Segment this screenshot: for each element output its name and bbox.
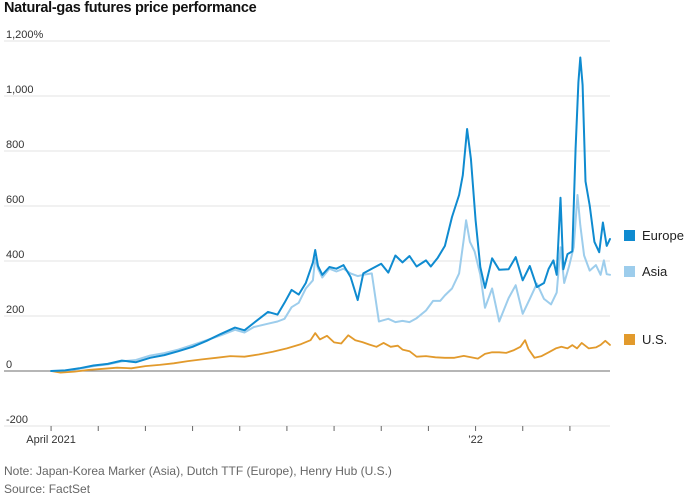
series-line-asia xyxy=(50,194,611,372)
legend-label: Europe xyxy=(642,228,684,243)
y-tick-label: 800 xyxy=(6,139,24,151)
y-tick-label: 1,000 xyxy=(6,84,34,96)
legend-label: Asia xyxy=(642,264,668,279)
y-axis-labels: -200 0 200 400 600 800 1,000 1,200% xyxy=(6,29,44,426)
y-tick-label: 200 xyxy=(6,304,24,316)
legend-swatch xyxy=(624,266,635,277)
note-text: Note: Japan-Korea Marker (Asia), Dutch T… xyxy=(4,464,392,478)
y-tick-label: 400 xyxy=(6,249,24,261)
legend: Europe Asia U.S. xyxy=(624,228,684,347)
chart-notes: Note: Japan-Korea Marker (Asia), Dutch T… xyxy=(4,462,392,498)
x-tick-label: ’22 xyxy=(468,434,483,446)
chart-title: Natural-gas futures price performance xyxy=(4,0,257,16)
y-tick-label: -200 xyxy=(6,414,28,426)
y-tick-label: 1,200% xyxy=(6,29,44,41)
legend-label: U.S. xyxy=(642,332,667,347)
series-line-europe xyxy=(50,56,611,372)
grid-lines xyxy=(4,40,610,427)
x-tick-label: April 2021 xyxy=(26,434,76,446)
source-text: Source: FactSet xyxy=(4,482,91,496)
y-tick-label: 600 xyxy=(6,194,24,206)
legend-swatch xyxy=(624,230,635,241)
series-lines xyxy=(50,56,611,374)
x-axis: April 2021 ’22 xyxy=(4,370,610,446)
legend-swatch xyxy=(624,334,635,345)
series-line-us xyxy=(50,332,611,374)
y-tick-label: 0 xyxy=(6,359,12,371)
